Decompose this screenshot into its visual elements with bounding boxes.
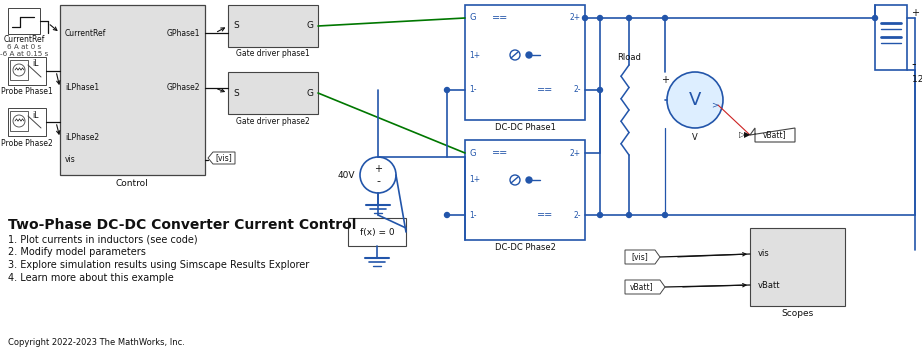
Polygon shape (625, 280, 665, 294)
Circle shape (597, 87, 602, 93)
Text: DC-DC Phase2: DC-DC Phase2 (494, 244, 555, 253)
Bar (8, 108, 46, 136)
Text: 4. Learn more about this example: 4. Learn more about this example (8, 273, 173, 283)
Circle shape (872, 16, 878, 21)
Text: Rload: Rload (617, 53, 641, 62)
Text: [vis]: [vis] (632, 253, 648, 261)
Text: CurrentRef: CurrentRef (65, 29, 106, 38)
Text: 2+: 2+ (570, 149, 581, 158)
Text: G: G (469, 14, 476, 23)
Bar (228, 72, 318, 114)
Circle shape (526, 52, 532, 58)
Text: vis: vis (65, 156, 76, 165)
Bar (465, 140, 585, 240)
Text: 3. Explore simulation results using Simscape Results Explorer: 3. Explore simulation results using Sims… (8, 260, 309, 270)
Text: 2. Modify model parameters: 2. Modify model parameters (8, 247, 146, 257)
Polygon shape (750, 128, 795, 142)
Text: ==: == (537, 210, 553, 220)
Bar (875, 5, 907, 70)
Text: Probe Phase1: Probe Phase1 (1, 87, 53, 96)
Bar (10, 111, 28, 131)
Text: iLPhase1: iLPhase1 (65, 84, 100, 93)
Text: 1+: 1+ (469, 50, 480, 60)
Bar (465, 5, 585, 120)
Text: [vis]: [vis] (216, 153, 232, 163)
Circle shape (663, 213, 668, 218)
Text: CurrentRef: CurrentRef (4, 35, 44, 45)
Text: 1+: 1+ (469, 175, 480, 184)
Text: 1-: 1- (469, 211, 477, 220)
Circle shape (667, 72, 723, 128)
Circle shape (583, 16, 587, 21)
Text: +: + (374, 164, 382, 174)
Circle shape (597, 213, 602, 218)
Text: Copyright 2022-2023 The MathWorks, Inc.: Copyright 2022-2023 The MathWorks, Inc. (8, 338, 185, 347)
Text: vis: vis (758, 250, 770, 259)
Text: G: G (469, 149, 476, 158)
Circle shape (526, 177, 532, 183)
Text: 12 V: 12 V (912, 76, 922, 85)
Circle shape (627, 16, 632, 21)
Bar (750, 228, 845, 306)
Text: S: S (233, 88, 239, 97)
Circle shape (597, 16, 602, 21)
Bar (8, 57, 46, 85)
Bar (8, 8, 40, 34)
Text: Control: Control (115, 179, 148, 188)
Text: iLPhase2: iLPhase2 (65, 134, 100, 142)
Circle shape (360, 157, 396, 193)
Text: vBatt]: vBatt] (631, 283, 654, 292)
Text: -: - (376, 176, 380, 186)
Text: S: S (233, 22, 239, 31)
Text: GPhase1: GPhase1 (167, 29, 200, 38)
Circle shape (13, 115, 25, 127)
Text: ▷: ▷ (739, 130, 745, 140)
Text: G: G (306, 88, 313, 97)
Circle shape (13, 64, 25, 76)
Text: 2-: 2- (573, 211, 581, 220)
Circle shape (444, 87, 450, 93)
Text: 6 A at 0 s: 6 A at 0 s (6, 44, 41, 50)
Text: Two-Phase DC-DC Converter Current Control: Two-Phase DC-DC Converter Current Contro… (8, 218, 357, 232)
Circle shape (627, 213, 632, 218)
Text: -6 A at 0.15 s: -6 A at 0.15 s (0, 51, 48, 57)
Bar (348, 218, 406, 246)
Text: Scopes: Scopes (781, 309, 813, 318)
Text: vBatt]: vBatt] (763, 130, 786, 140)
Text: >: > (712, 101, 718, 110)
Bar (10, 60, 28, 80)
Text: 2+: 2+ (570, 14, 581, 23)
Text: f(x) = 0: f(x) = 0 (360, 228, 395, 237)
Text: Gate driver phase1: Gate driver phase1 (236, 49, 310, 58)
Text: Probe Phase2: Probe Phase2 (1, 139, 53, 148)
Polygon shape (625, 250, 660, 264)
Text: GPhase2: GPhase2 (167, 84, 200, 93)
Bar (60, 5, 205, 175)
Text: V: V (689, 91, 702, 109)
Text: +: + (661, 75, 669, 85)
Text: iL: iL (32, 111, 39, 119)
Text: ▶: ▶ (744, 130, 751, 140)
Text: ==: == (537, 85, 553, 95)
Text: 1. Plot currents in inductors (see code): 1. Plot currents in inductors (see code) (8, 234, 197, 244)
Text: 40V: 40V (337, 171, 355, 180)
Text: 1-: 1- (469, 86, 477, 95)
Bar (228, 5, 318, 47)
Text: vBatt: vBatt (758, 280, 781, 290)
Text: +: + (911, 8, 919, 18)
Text: ==: == (491, 148, 508, 158)
Text: Gate driver phase2: Gate driver phase2 (236, 117, 310, 126)
Text: G: G (306, 22, 313, 31)
Circle shape (663, 16, 668, 21)
Text: 2-: 2- (573, 86, 581, 95)
Polygon shape (208, 152, 235, 164)
Text: iL: iL (32, 60, 39, 69)
Text: V: V (692, 134, 698, 142)
Text: ==: == (491, 13, 508, 23)
Text: -: - (911, 58, 916, 71)
Circle shape (444, 213, 450, 218)
Text: DC-DC Phase1: DC-DC Phase1 (494, 124, 555, 133)
